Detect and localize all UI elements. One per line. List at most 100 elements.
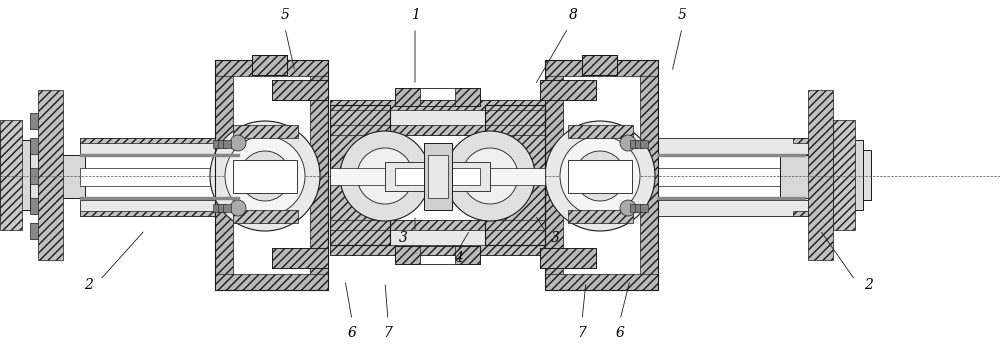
Bar — [55, 155, 85, 198]
Bar — [395, 168, 480, 185]
Circle shape — [560, 136, 640, 216]
Bar — [215, 60, 328, 290]
Bar — [424, 143, 452, 210]
Bar — [272, 80, 328, 100]
Bar — [330, 168, 545, 185]
Circle shape — [462, 148, 518, 204]
Text: 5: 5 — [281, 8, 289, 22]
Bar — [213, 140, 221, 148]
Bar — [330, 245, 545, 255]
Circle shape — [357, 148, 413, 204]
Text: 7: 7 — [384, 326, 392, 340]
Bar — [80, 138, 230, 143]
Text: 5: 5 — [678, 8, 686, 22]
Bar — [30, 223, 40, 239]
Bar — [455, 88, 480, 106]
Circle shape — [575, 151, 625, 201]
Bar — [395, 88, 420, 106]
Text: 7: 7 — [578, 326, 586, 340]
Bar — [215, 274, 328, 290]
Bar — [833, 120, 855, 230]
Bar — [833, 130, 853, 220]
Bar — [568, 125, 633, 138]
Bar — [428, 155, 448, 198]
Bar — [30, 138, 40, 154]
Circle shape — [445, 131, 535, 221]
Bar — [820, 223, 830, 239]
Bar — [80, 138, 230, 154]
Bar — [272, 80, 328, 100]
Circle shape — [230, 200, 246, 216]
Bar — [272, 248, 328, 268]
Bar — [658, 197, 806, 200]
Bar — [485, 105, 545, 245]
Bar — [630, 204, 638, 212]
Bar — [793, 211, 808, 216]
Text: 8: 8 — [569, 8, 577, 22]
Bar — [658, 168, 808, 186]
Bar — [215, 60, 328, 76]
Bar — [218, 140, 226, 148]
Bar — [630, 140, 638, 148]
Circle shape — [545, 121, 655, 231]
Bar — [635, 140, 643, 148]
Bar — [640, 60, 658, 290]
Bar — [80, 197, 240, 200]
Bar — [582, 55, 617, 75]
Circle shape — [210, 121, 320, 231]
Bar — [545, 274, 658, 290]
Bar — [330, 100, 545, 110]
Bar — [215, 60, 233, 290]
Circle shape — [620, 135, 636, 151]
Bar — [545, 60, 563, 290]
Bar — [252, 55, 287, 75]
Bar — [80, 211, 230, 216]
Bar — [658, 138, 808, 154]
Bar — [658, 154, 806, 157]
Bar — [545, 60, 658, 76]
Bar — [540, 80, 596, 100]
Bar — [780, 155, 810, 198]
Bar — [40, 95, 60, 255]
Bar — [853, 140, 863, 210]
Bar — [80, 168, 230, 186]
Bar — [20, 140, 30, 210]
Bar — [310, 60, 328, 290]
Bar — [395, 246, 480, 264]
Bar — [568, 160, 632, 193]
Bar — [218, 204, 226, 212]
Bar — [38, 90, 63, 260]
Bar — [640, 204, 648, 212]
Bar — [385, 162, 490, 191]
Circle shape — [225, 136, 305, 216]
Bar — [233, 160, 297, 193]
Bar — [810, 95, 830, 255]
Circle shape — [620, 200, 636, 216]
Bar — [233, 125, 298, 138]
Bar — [213, 204, 221, 212]
Circle shape — [230, 135, 246, 151]
Bar — [395, 88, 480, 106]
Text: 3: 3 — [399, 231, 407, 245]
Bar — [80, 154, 240, 157]
Bar — [30, 198, 40, 214]
Bar — [330, 220, 545, 255]
Bar — [793, 138, 808, 143]
Bar — [808, 90, 833, 260]
Bar — [223, 204, 231, 212]
Bar — [80, 200, 230, 216]
Bar — [330, 100, 545, 135]
Bar — [820, 113, 830, 129]
Bar — [233, 210, 298, 223]
Bar — [330, 220, 545, 230]
Bar — [252, 55, 287, 75]
Text: 2: 2 — [864, 278, 872, 292]
Bar — [455, 246, 480, 264]
Bar — [635, 204, 643, 212]
Bar — [568, 210, 633, 223]
Circle shape — [340, 131, 430, 221]
Bar — [540, 248, 596, 268]
Bar — [540, 248, 596, 268]
Bar — [863, 150, 871, 200]
Bar — [582, 55, 617, 75]
